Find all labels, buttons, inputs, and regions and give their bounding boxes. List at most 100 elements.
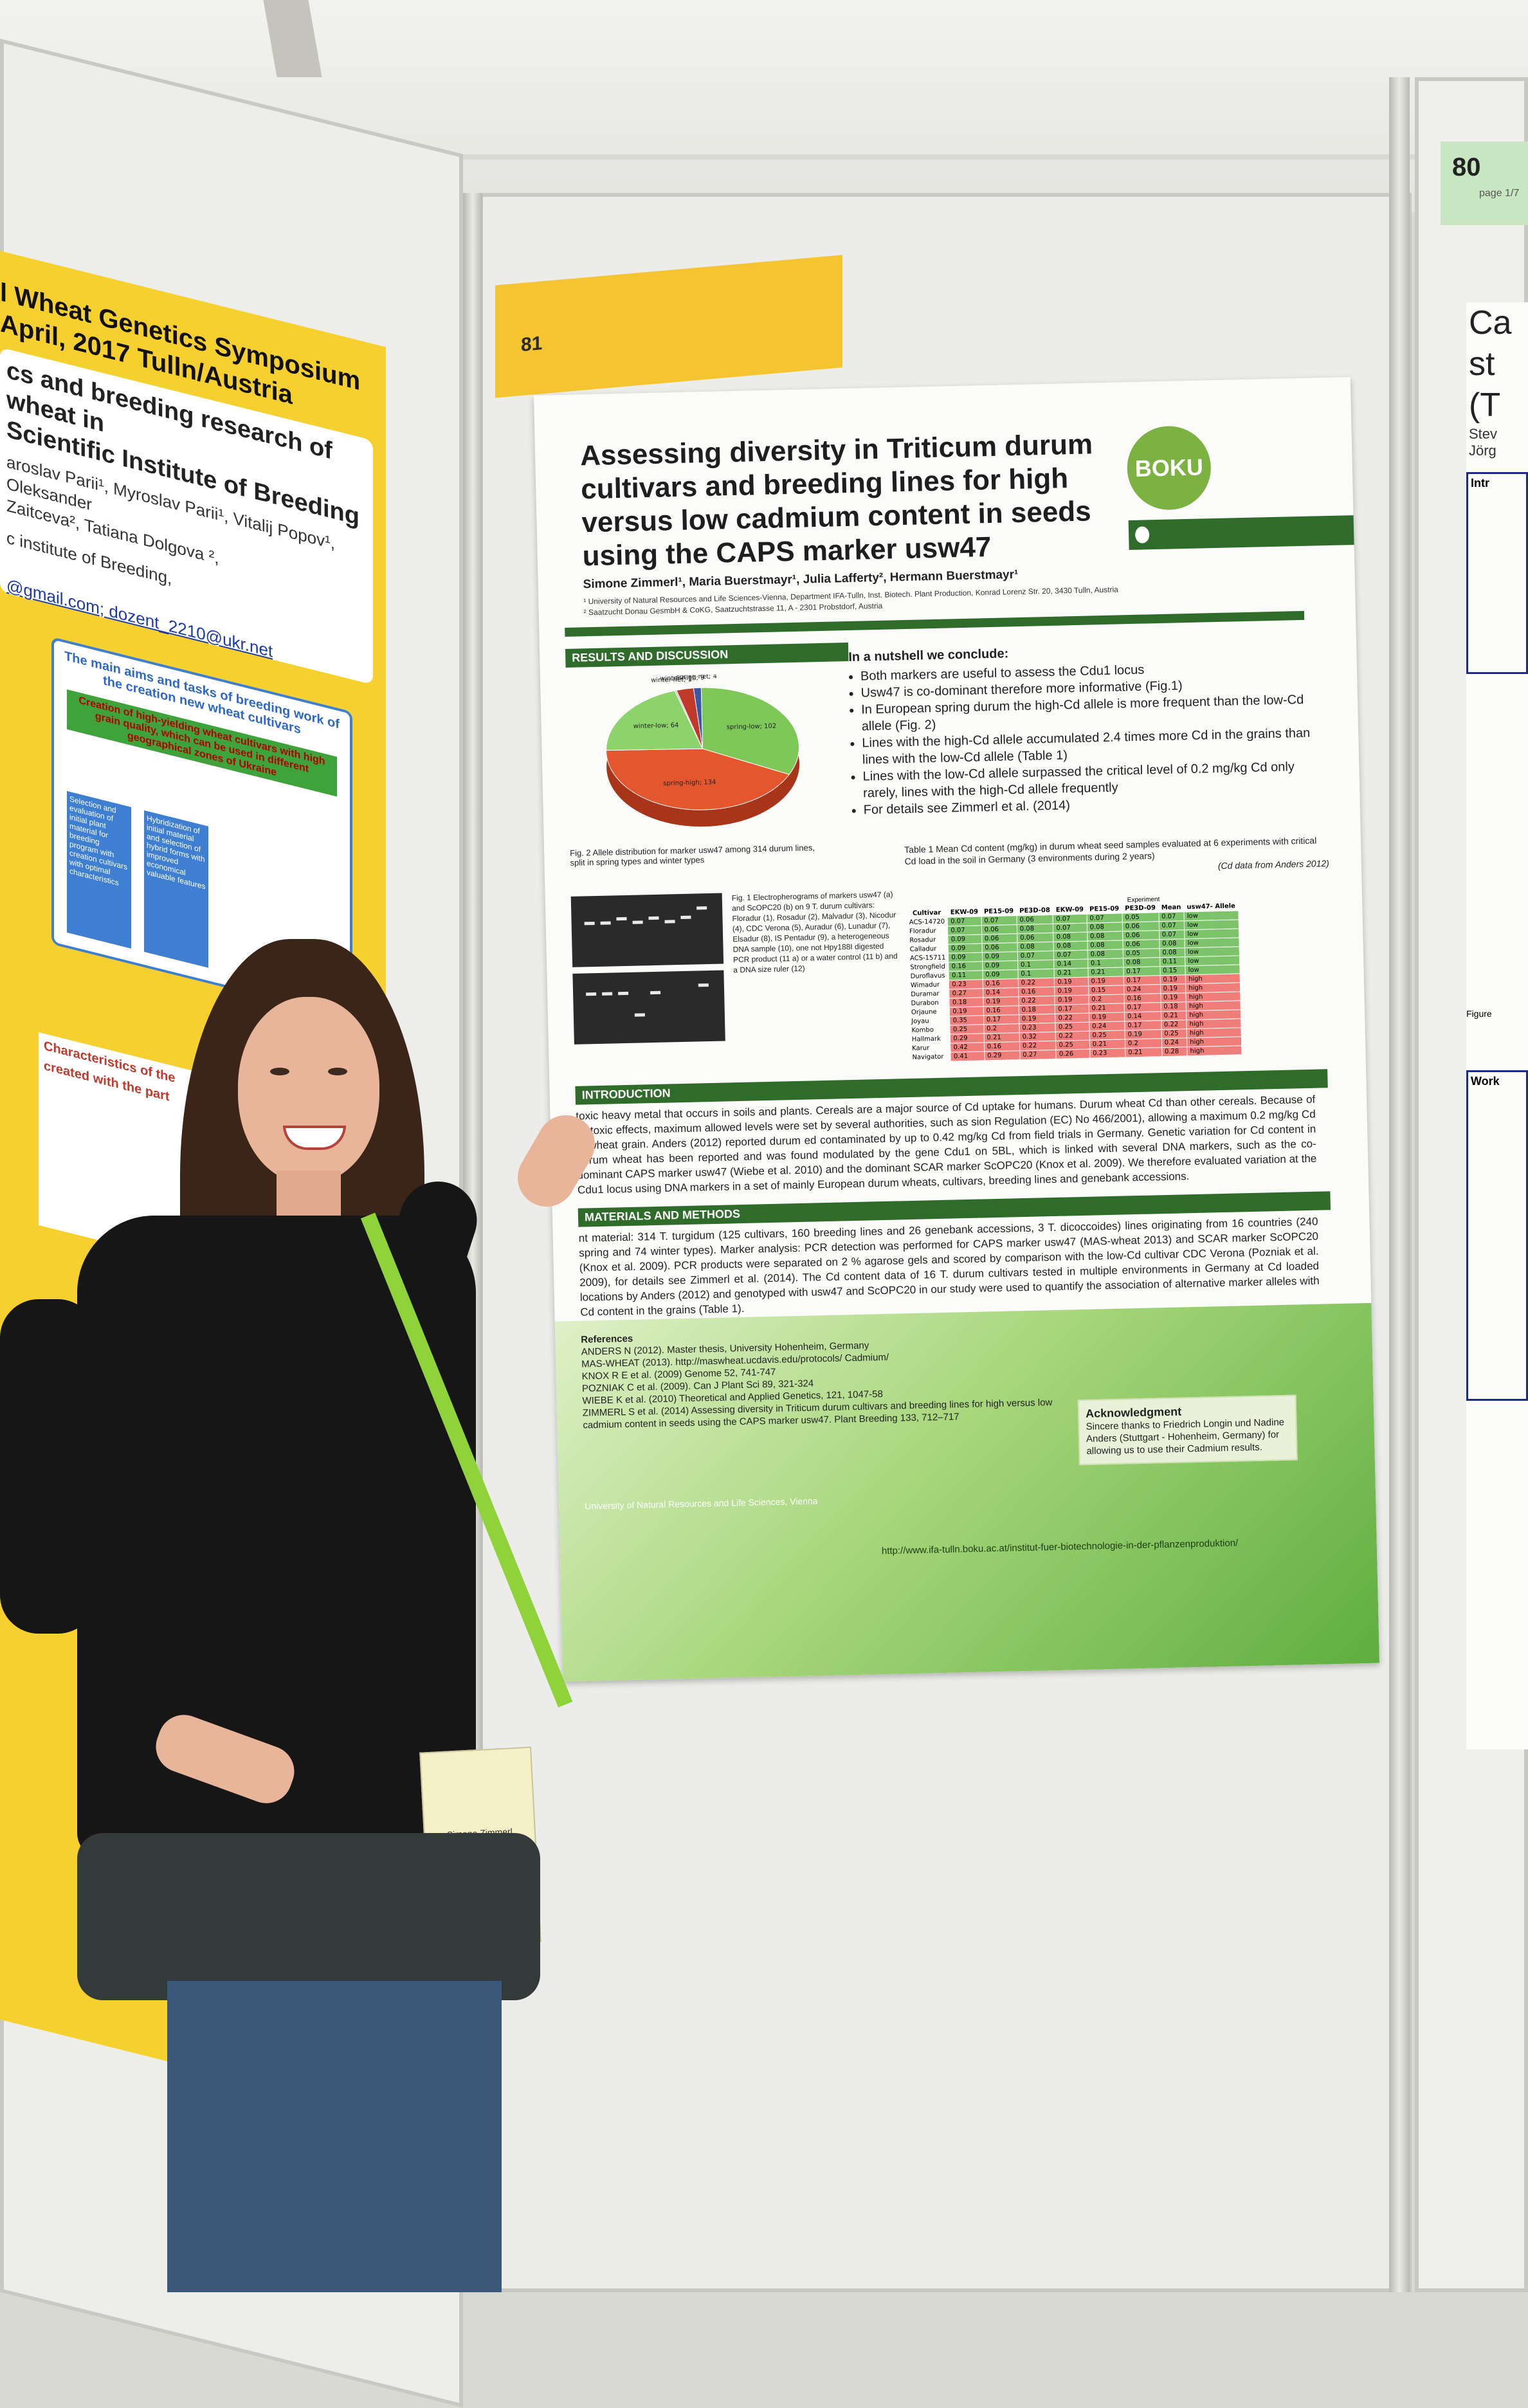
gel-image-a (570, 893, 724, 967)
table-header-cell: PE3D-09 (1122, 903, 1159, 913)
table-cell: Wimadur (907, 980, 950, 990)
table-cell: 0.21 (1125, 1047, 1162, 1057)
table-cell: 0.17 (983, 1014, 1019, 1025)
table-cell: 0.09 (948, 952, 983, 963)
table-cell: Strongfield (907, 962, 949, 972)
pie-label: winter-high; 9 (660, 674, 704, 682)
right-work: Work (1466, 1070, 1528, 1401)
table-cell: 0.16 (984, 1041, 1020, 1052)
presenter-person: Simone Zimmerl (0, 939, 606, 2292)
table-cell: 0.06 (1122, 939, 1160, 949)
table-cell: 0.09 (982, 969, 1019, 980)
table-cell: 0.1 (1087, 958, 1123, 969)
table-cell: 0.14 (983, 987, 1019, 998)
table-cell: 0.22 (1018, 978, 1055, 988)
table-cell: 0.2 (1088, 994, 1125, 1005)
table-cell: 0.19 (1055, 995, 1089, 1005)
table-cell: 0.17 (1055, 1004, 1089, 1014)
table-cell: 0.08 (1087, 940, 1123, 951)
table-header-cell: EKW-09 (947, 907, 981, 918)
board-number: 80 (1452, 153, 1481, 181)
poster-header-bar (1128, 514, 1380, 551)
table-cell: Calladur (907, 944, 949, 954)
table-cell: 0.19 (1160, 992, 1187, 1003)
table-cell: 0.2 (983, 1023, 1019, 1034)
board-post (1389, 77, 1410, 2292)
table-cell: 0.08 (1053, 932, 1087, 942)
gel-image-b (572, 970, 725, 1044)
tent-seam (0, 154, 1528, 160)
allele-pie-chart: spring-low; 102 spring-high; 134 winter-lo… (566, 671, 840, 844)
table-cell: 0.19 (949, 1006, 984, 1017)
table-cell: 0.32 (1019, 1032, 1056, 1042)
pie-label: spring het; 4 (676, 673, 717, 680)
methods-text: nt material: 314 T. turgidum (125 cultiv… (578, 1215, 1320, 1318)
table-cell: 0.09 (981, 951, 1018, 962)
boku-logo-text: BOKU (1134, 453, 1204, 482)
tied-jacket (77, 1833, 540, 2000)
table-cell: 0.06 (1122, 930, 1160, 940)
table-cell: 0.22 (1055, 1031, 1090, 1041)
main-poster: Assessing diversity in Triticum durum cu… (534, 377, 1380, 1682)
table-cell: 0.19 (1125, 1029, 1161, 1039)
references-list: ANDERS N (2012). Master thesis, Universi… (581, 1335, 1059, 1432)
table-cell: 0.1 (1017, 960, 1055, 970)
right-intro: Intr (1466, 472, 1528, 674)
table-cell: Kombo (908, 1025, 950, 1035)
pie-label: winter-low; 64 (633, 722, 679, 731)
table-cell: 0.19 (1087, 976, 1124, 987)
board-number: 81 (521, 333, 543, 356)
results-header: RESULTS AND DISCUSSION (565, 643, 849, 668)
table-cell: 0.35 (949, 1015, 984, 1026)
table-cell: 0.25 (1089, 1030, 1125, 1041)
cd-table: Cultivar EKW-09 PE15-09 PE3D-08 EKW-09 PE15-0… (905, 901, 1242, 1063)
table-cell: 0.15 (1160, 965, 1186, 976)
pie-slice (693, 687, 704, 749)
table-cell: 0.07 (1053, 950, 1088, 960)
table-header-cell: Cultivar (905, 908, 948, 918)
poster-title: Assessing diversity in Triticum durum cu… (580, 427, 1123, 573)
table-cell: 0.07 (1053, 914, 1087, 924)
table-cell: 0.21 (1087, 967, 1124, 978)
table-cell: 0.16 (983, 1005, 1019, 1016)
table-cell: 0.19 (983, 996, 1019, 1007)
table-header-cell: Mean (1158, 902, 1185, 913)
table-cell: 0.08 (1087, 949, 1123, 960)
table-cell: 0.25 (1055, 1040, 1090, 1050)
table-cell: 0.16 (949, 961, 983, 972)
table-cell: 0.09 (948, 934, 982, 945)
table-cell: 0.17 (1123, 966, 1160, 976)
board-number-tag-right: 80 page 1/7 (1441, 141, 1528, 225)
table-header-cell: PE3D-08 (1016, 906, 1053, 916)
nutshell-block: In a nutshell we conclude: Both markers … (848, 639, 1315, 819)
right-title: Ca st (T (1466, 302, 1528, 426)
right-poster: Ca st (T Stev Jörg Intr Figure Work (1466, 302, 1528, 1749)
table-cell: 0.09 (948, 943, 982, 954)
table-cell: 0.21 (983, 1032, 1020, 1043)
table-cell: 0.25 (950, 1024, 984, 1035)
table-cell: 0.18 (1160, 1001, 1187, 1012)
table-cell: Rosadur (906, 935, 949, 945)
table-cell: 0.22 (1018, 996, 1055, 1006)
pie-label: winter-het; 1 (651, 676, 692, 684)
table-cell: 0.1 (1017, 969, 1055, 979)
table-cell: 0.07 (947, 916, 982, 927)
table-cell: 0.16 (1123, 993, 1161, 1003)
table-cell: 0.29 (950, 1033, 985, 1044)
table-cell: 0.18 (1019, 1005, 1056, 1015)
table-cell: 0.08 (1159, 938, 1185, 949)
table-cell: Navigator (909, 1052, 951, 1063)
table-cell: 0.21 (1088, 1003, 1125, 1014)
table-cell: 0.08 (1017, 924, 1054, 934)
table-cell: high (1187, 1045, 1242, 1056)
right-title-1: Ca (1469, 304, 1512, 342)
table-cell: 0.06 (1016, 915, 1053, 925)
table-cell: 0.41 (950, 1051, 985, 1062)
table-cell: 0.21 (1054, 968, 1088, 978)
right-title-3: (T (1469, 387, 1501, 424)
table-cell: 0.06 (1122, 921, 1160, 931)
table-cell: ACS-15711 (907, 953, 949, 963)
table-cell: 0.19 (1089, 1012, 1125, 1023)
acknowledgment-box: Acknowledgment Sincere thanks to Friedri… (1077, 1394, 1298, 1466)
ack-text: Sincere thanks to Friedrich Longin und N… (1086, 1416, 1285, 1457)
